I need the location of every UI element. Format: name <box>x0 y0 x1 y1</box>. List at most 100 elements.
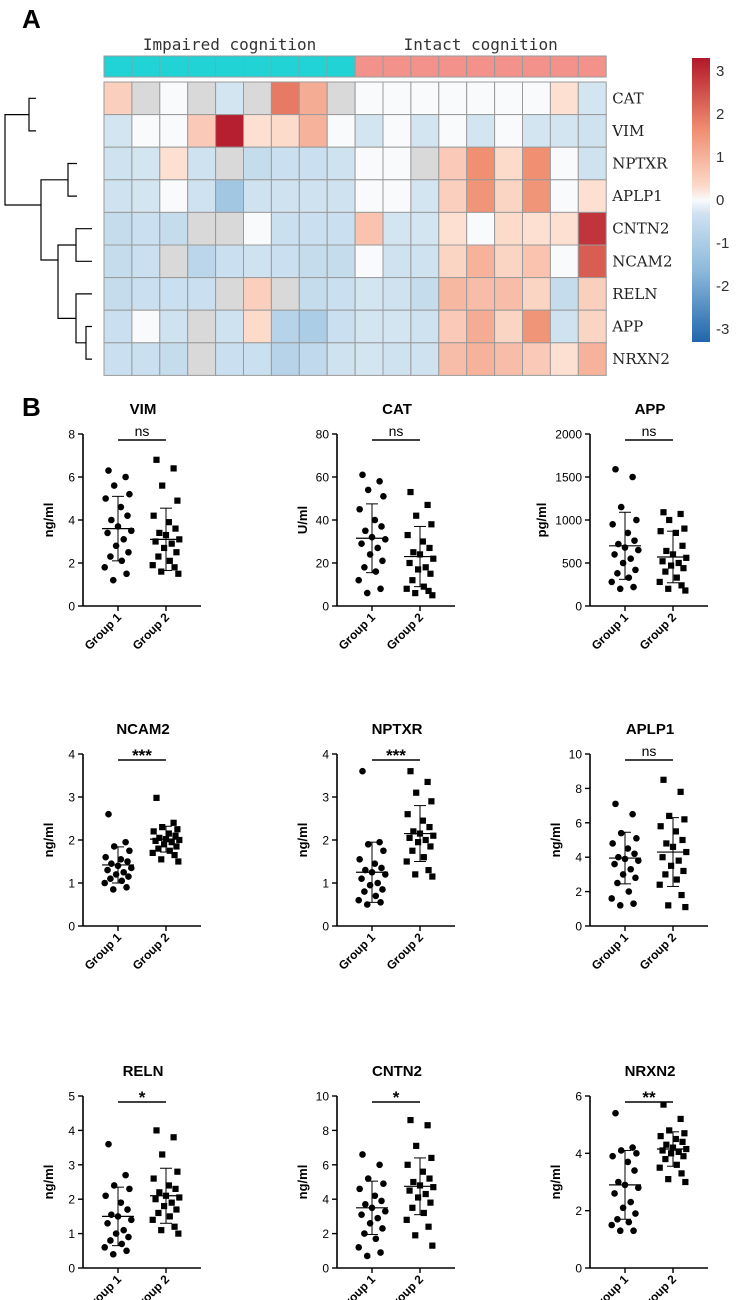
heatmap-cell-app-15 <box>494 309 524 344</box>
heatmap-cell-app-5 <box>215 309 245 344</box>
point-nrxn2-group2 <box>660 1101 667 1108</box>
heatmap-cell-cat-4 <box>187 81 217 116</box>
point-cntn2-group1 <box>379 1225 386 1232</box>
point-nptxr-group2 <box>428 798 435 805</box>
heatmap-cell-reln-17 <box>549 277 579 311</box>
heatmap-cell-nrxn2-8 <box>298 342 328 376</box>
y-axis-label-cntn2: ng/ml <box>295 1165 310 1200</box>
point-cntn2-group1 <box>378 1197 385 1205</box>
point-app-group2 <box>668 562 675 569</box>
y-tick-label-aplp1: 4 <box>575 851 582 865</box>
group-annotation-cell-2 <box>494 55 524 78</box>
heatmap-cell-vim-15 <box>494 114 524 148</box>
x-tick-label-nptxr-group-1: Group 1 <box>336 930 379 973</box>
y-tick-label-aplp1: 8 <box>575 782 582 796</box>
point-reln-group2 <box>161 1202 168 1210</box>
point-app-group1 <box>608 578 615 586</box>
point-aplp1-group1 <box>617 829 625 837</box>
point-nptxr-group2 <box>430 832 437 839</box>
heatmap-cell-nptxr-12 <box>410 146 440 181</box>
heatmap-cell-nrxn2-5 <box>215 342 245 376</box>
heatmap-cell-nptxr-5 <box>215 146 245 181</box>
row-label-reln: RELN <box>612 285 657 303</box>
point-vim-group1 <box>125 548 132 556</box>
point-nptxr-group1 <box>359 767 366 775</box>
heatmap-cell-ncam2-1 <box>103 244 133 279</box>
point-cat-group1 <box>361 564 368 571</box>
group-annotation-cell-1 <box>270 55 300 78</box>
point-cat-group2 <box>410 549 417 556</box>
y-tick-label-cntn2: 4 <box>322 1193 329 1207</box>
point-ncam2-group2 <box>170 819 177 826</box>
point-nrxn2-group1 <box>627 1198 634 1206</box>
group-annotation-cell-2 <box>522 55 551 78</box>
heatmap-cell-cntn2-2 <box>131 211 161 246</box>
plot-reln: RELN 0 1 2 3 4 5 ng/ml Group 1 Group 2 * <box>41 1063 201 1300</box>
heatmap-cell-cat-15 <box>494 81 524 116</box>
point-reln-group1 <box>104 1219 111 1227</box>
heatmap-cell-cat-11 <box>382 81 412 116</box>
heatmap-cell-nrxn2-11 <box>382 342 412 376</box>
heatmap-cell-aplp1-15 <box>494 179 524 213</box>
y-tick-label-cntn2: 2 <box>322 1227 329 1241</box>
point-reln-group2 <box>173 1206 180 1213</box>
point-aplp1-group2 <box>662 871 669 878</box>
point-nrxn2-group1 <box>616 1227 624 1235</box>
point-app-group1 <box>632 566 639 574</box>
point-app-group1 <box>635 546 642 554</box>
point-ncam2-group2 <box>174 826 181 833</box>
significance-label-cat: ns <box>389 423 404 439</box>
point-reln-group1 <box>123 1247 130 1255</box>
group-annotation-cell-1 <box>103 55 133 78</box>
colorbar-tick-3: 3 <box>716 63 724 80</box>
point-nptxr-group1 <box>376 838 383 846</box>
heatmap-cell-vim-2 <box>131 114 161 148</box>
y-tick-label-cat: 40 <box>316 514 330 528</box>
heatmap-cell-cntn2-18 <box>577 211 607 246</box>
group-label-impaired-cognition: Impaired cognition <box>143 35 316 54</box>
point-vim-group2 <box>149 562 156 569</box>
y-tick-label-aplp1: 2 <box>575 885 582 899</box>
heatmap-cell-aplp1-1 <box>103 179 133 213</box>
group-annotation-cell-1 <box>215 55 245 78</box>
point-aplp1-group2 <box>659 854 666 861</box>
point-nrxn2-group1 <box>635 1184 642 1192</box>
point-ncam2-group2 <box>159 824 166 831</box>
y-tick-label-cat: 0 <box>322 600 329 614</box>
row-label-vim: VIM <box>611 122 644 140</box>
point-nptxr-group2 <box>406 834 413 841</box>
point-reln-group2 <box>175 1230 182 1237</box>
point-app-group1 <box>609 521 616 528</box>
point-nrxn2-group1 <box>624 1158 632 1166</box>
heatmap-cell-ncam2-16 <box>522 244 551 279</box>
heatmap-cell-nptxr-2 <box>131 146 161 181</box>
point-aplp1-group2 <box>665 902 672 909</box>
heatmap-cell-ncam2-18 <box>577 244 607 279</box>
point-ncam2-group1 <box>128 864 135 872</box>
point-reln-group2 <box>165 1182 172 1189</box>
x-tick-label-aplp1-group-1: Group 1 <box>589 930 632 973</box>
point-reln-group1 <box>117 1199 125 1206</box>
point-ncam2-group2 <box>155 845 162 852</box>
point-cat-group1 <box>372 568 380 575</box>
y-tick-label-cntn2: 10 <box>316 1090 330 1104</box>
point-nrxn2-group1 <box>608 1221 615 1229</box>
x-tick-label-ncam2-group-2: Group 2 <box>130 930 173 973</box>
point-vim-group1 <box>122 473 129 481</box>
heatmap-cell-cat-14 <box>466 81 496 116</box>
point-aplp1-group2 <box>677 788 684 795</box>
point-cat-group2 <box>428 521 435 528</box>
heatmap-cell-vim-5 <box>215 114 245 148</box>
significance-label-nptxr: *** <box>386 746 406 765</box>
point-app-group2 <box>675 559 682 567</box>
point-app-group1 <box>624 529 632 537</box>
heatmap-cell-reln-6 <box>243 277 272 311</box>
point-nptxr-group2 <box>419 817 426 824</box>
point-reln-group2 <box>170 1134 177 1141</box>
point-nrxn2-group2 <box>682 1178 689 1186</box>
point-vim-group1 <box>101 564 108 571</box>
point-ncam2-group1 <box>122 838 129 846</box>
point-reln-group2 <box>156 1189 163 1196</box>
point-ncam2-group2 <box>152 837 159 844</box>
point-aplp1-group2 <box>663 840 670 847</box>
